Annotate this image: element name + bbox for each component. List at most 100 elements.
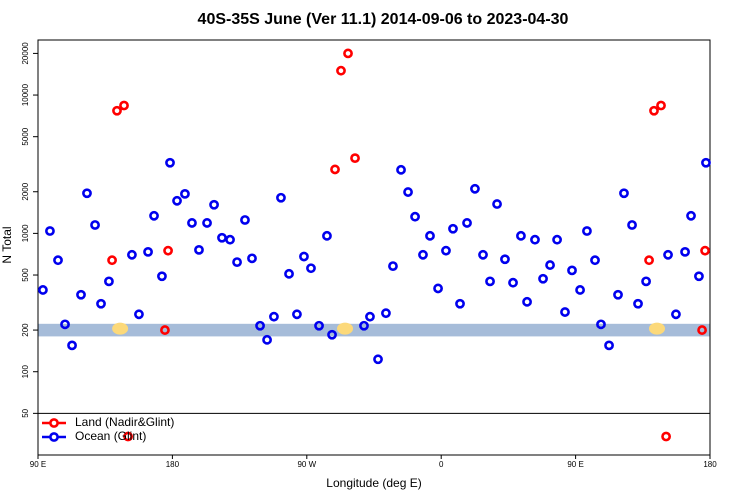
point [209,199,219,210]
point [202,218,212,228]
point [336,65,346,76]
point [613,289,623,300]
point [276,192,286,203]
point [663,249,673,260]
point [82,188,92,199]
y-axis-title: N Total [0,226,14,263]
point [284,268,294,279]
point [582,226,592,236]
y-tick-label: 500 [21,268,30,282]
highlight [337,322,354,335]
point [462,218,472,228]
point [38,285,48,295]
highlight [648,322,665,335]
point [365,311,375,322]
point [350,153,360,164]
point [107,255,117,266]
y-tick-label: 20000 [21,42,30,65]
point [508,277,518,288]
point [448,223,458,234]
point [701,157,711,168]
point [255,320,265,331]
point [172,195,182,206]
point [327,329,337,340]
highlight [112,322,129,335]
point [619,188,629,199]
point [127,249,137,260]
y-tick-label: 200 [21,323,30,337]
point [492,199,502,209]
point [299,251,309,262]
point [240,215,250,225]
point [143,246,153,257]
point [90,220,100,230]
y-tick-label: 1000 [21,224,30,242]
point [157,271,167,282]
x-tick-label: 180 [703,460,717,469]
x-tick-label: 0 [439,460,444,469]
point [485,276,495,287]
x-axis-title: Longitude (deg E) [326,476,421,490]
point [633,298,643,309]
point [306,263,316,274]
point [60,319,70,330]
x-tick-label: 180 [166,460,180,469]
point [359,320,369,331]
point [388,261,398,272]
point [644,255,654,266]
point [596,319,606,330]
point [575,285,585,295]
point [165,157,175,168]
plot-frame [37,39,711,456]
point [661,431,671,442]
point [478,249,488,260]
point [686,210,696,221]
point [604,340,614,351]
y-tick-label: 10000 [21,83,30,106]
point [530,234,540,245]
point [269,311,279,322]
point [590,255,600,266]
x-tick-label: 90 W [297,460,316,469]
point [232,257,242,268]
point [649,105,659,116]
point [112,105,122,116]
point [516,230,526,241]
point [104,276,114,287]
point [160,325,170,335]
point [552,234,562,245]
point [522,296,532,307]
point [627,220,637,230]
point [53,255,63,266]
point [67,340,77,351]
point [314,320,324,331]
point [194,244,204,255]
point [680,246,690,257]
point [225,234,235,245]
y-tick-label: 2000 [21,182,30,200]
point [149,210,159,221]
point [694,271,704,282]
point [403,187,413,197]
point [123,431,133,442]
point [700,245,710,256]
point [247,253,257,264]
point [119,100,129,111]
point [396,164,406,175]
x-tick-label: 90 E [30,460,46,469]
point [418,249,428,260]
point [163,245,173,256]
point [500,254,510,265]
chart-title: 40S-35S June (Ver 11.1) 2014-09-06 to 20… [198,11,569,28]
point [441,245,451,256]
y-tick-label: 50 [21,408,30,417]
point [433,283,443,294]
legend-label: Ocean (Glint) [75,429,146,443]
point [45,226,55,236]
point [96,298,106,309]
point [641,276,651,287]
legend-marker [49,418,59,428]
y-tick-label: 100 [21,364,30,378]
point [292,309,302,320]
